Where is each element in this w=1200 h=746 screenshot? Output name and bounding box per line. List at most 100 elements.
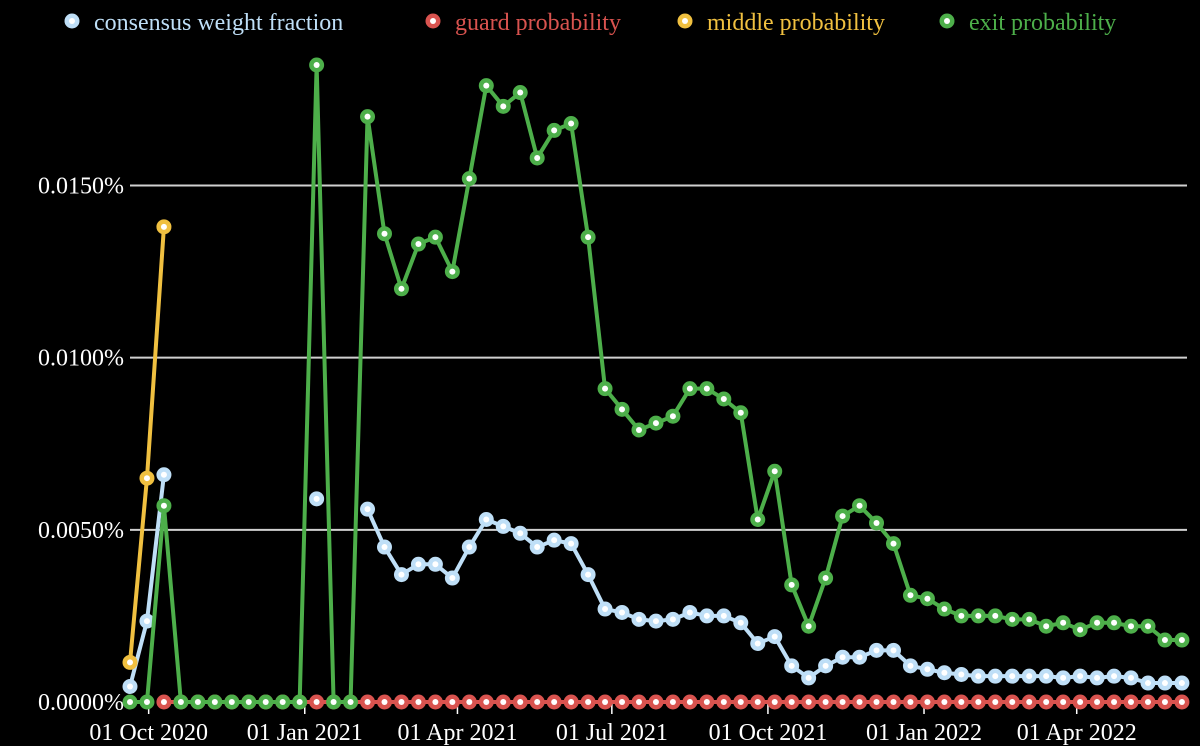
data-point-center — [551, 537, 558, 544]
data-point-center — [720, 699, 727, 705]
data-point-center — [635, 699, 642, 705]
data-point-center — [1094, 699, 1101, 705]
data-point-center — [466, 544, 473, 551]
data-point-center — [652, 420, 659, 427]
data-point-center — [771, 468, 778, 475]
data-point-center — [975, 699, 982, 705]
data-point-center — [1043, 699, 1050, 705]
data-point-center — [686, 385, 693, 392]
data-point-center — [1178, 637, 1185, 644]
data-point-center — [652, 618, 659, 625]
data-point-center — [703, 699, 710, 705]
data-point-center — [839, 513, 846, 520]
x-tick-label: 01 Jul 2021 — [556, 720, 668, 746]
data-point-center — [822, 662, 829, 669]
legend-marker-center — [944, 18, 950, 24]
data-point-center — [160, 502, 167, 509]
data-point-center — [534, 154, 541, 161]
data-point-center — [127, 699, 133, 705]
data-point-center — [1026, 699, 1033, 705]
data-point-center — [1178, 680, 1185, 687]
data-point-center — [754, 640, 761, 647]
data-point-center — [449, 699, 456, 705]
data-point-center — [703, 385, 710, 392]
data-point-center — [313, 699, 320, 705]
data-point-center — [1144, 699, 1151, 705]
legend-label: middle probability — [707, 10, 885, 36]
data-point-center — [585, 234, 592, 241]
data-point-center — [669, 699, 676, 705]
data-point-center — [517, 530, 524, 537]
y-tick-label: 0.0100% — [38, 346, 124, 372]
data-point-center — [160, 471, 167, 478]
data-point-center — [941, 669, 948, 676]
data-point-center — [1111, 699, 1118, 705]
series-middle — [122, 219, 172, 670]
data-point-center — [1009, 699, 1016, 705]
y-tick-label: 0.0000% — [38, 690, 124, 716]
data-point-center — [992, 612, 999, 619]
data-point-center — [551, 127, 558, 134]
data-point-center — [839, 654, 846, 661]
x-tick-label: 01 Jan 2021 — [247, 720, 363, 746]
data-point-center — [211, 699, 218, 705]
data-point-center — [313, 62, 320, 68]
data-point-center — [483, 699, 490, 705]
data-point-center — [127, 659, 133, 666]
data-point-center — [788, 699, 795, 705]
legend-item-middle: middle probability — [677, 10, 885, 36]
data-point-center — [228, 699, 235, 705]
data-point-center — [364, 113, 371, 120]
data-point-center — [1161, 699, 1168, 705]
data-point-center — [669, 616, 676, 623]
x-axis: 01 Oct 2020 01 Jan 2021 01 Apr 2021 01 Jul … — [89, 704, 1137, 746]
data-point-center — [754, 516, 761, 523]
data-point-center — [483, 82, 490, 89]
data-point-center — [500, 523, 507, 530]
data-point-center — [619, 699, 626, 705]
data-point-center — [771, 633, 778, 640]
data-point-center — [771, 699, 778, 705]
y-axis: 0.0000% 0.0050% 0.0100% 0.0150% — [38, 174, 124, 716]
data-point-center — [805, 623, 812, 630]
data-point-center — [1009, 673, 1016, 680]
data-point-center — [737, 409, 744, 416]
series-guard — [156, 694, 1190, 710]
data-point-center — [449, 268, 456, 275]
series-cw — [122, 467, 1190, 695]
series-exit — [122, 57, 1190, 710]
data-point-center — [822, 699, 829, 705]
data-point-center — [160, 223, 167, 230]
data-point-center — [347, 699, 354, 705]
data-point-center — [568, 699, 575, 705]
data-point-center — [415, 699, 422, 705]
data-point-center — [839, 699, 846, 705]
data-point-center — [788, 581, 795, 588]
series-group — [122, 57, 1190, 710]
data-point-center — [619, 609, 626, 616]
data-point-center — [669, 413, 676, 420]
data-point-center — [1094, 619, 1101, 626]
data-point-center — [873, 519, 880, 526]
data-point-center — [466, 699, 473, 705]
legend: consensus weight fraction guard probabili… — [64, 10, 1116, 36]
data-point-center — [788, 662, 795, 669]
data-point-center — [1144, 623, 1151, 630]
y-tick-label: 0.0050% — [38, 518, 124, 544]
data-point-center — [958, 612, 965, 619]
data-point-center — [941, 606, 948, 613]
data-point-center — [500, 699, 507, 705]
data-point-center — [517, 89, 524, 96]
data-point-center — [958, 671, 965, 678]
data-point-center — [449, 575, 456, 582]
data-point-center — [652, 699, 659, 705]
data-point-center — [398, 285, 405, 292]
data-point-center — [1043, 673, 1050, 680]
data-point-center — [1161, 637, 1168, 644]
data-point-center — [1178, 699, 1185, 705]
data-point-center — [856, 699, 863, 705]
data-point-center — [958, 699, 965, 705]
data-point-center — [686, 609, 693, 616]
data-point-center — [822, 575, 829, 582]
data-point-center — [415, 561, 422, 568]
